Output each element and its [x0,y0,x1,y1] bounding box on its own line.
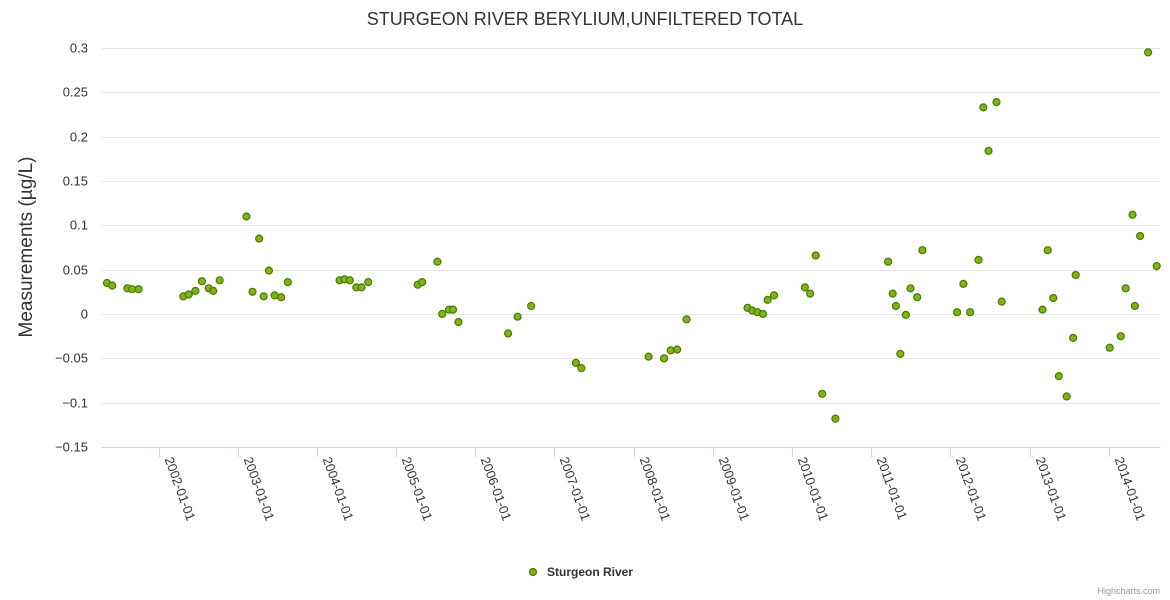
series-sturgeon-river[interactable] [102,48,1161,423]
data-point[interactable] [270,291,279,300]
data-point[interactable] [1068,333,1078,342]
data-point[interactable] [644,352,653,361]
y-tick-label: 0.3 [70,41,88,56]
data-point[interactable] [758,309,768,319]
data-point[interactable] [883,257,893,266]
data-point[interactable] [818,389,827,398]
data-point[interactable] [1152,262,1161,271]
data-point[interactable] [1105,343,1114,352]
data-point[interactable] [1135,231,1145,241]
legend-label[interactable]: Sturgeon River [547,565,633,579]
legend-marker[interactable] [528,567,538,577]
data-point[interactable] [673,345,682,354]
data-point[interactable] [959,279,968,288]
data-point[interactable] [209,286,218,295]
data-point[interactable] [357,283,366,292]
data-point[interactable] [896,349,905,358]
data-point[interactable] [242,212,251,221]
data-point[interactable] [952,308,962,317]
data-point[interactable] [1043,246,1052,255]
data-point[interactable] [805,289,815,298]
data-point[interactable] [666,346,675,355]
data-point[interactable] [248,287,257,296]
data-point[interactable] [891,301,901,311]
data-point[interactable] [984,146,993,155]
data-point[interactable] [134,285,143,294]
data-point[interactable] [277,293,286,302]
credits-link[interactable]: Highcharts.com [1097,586,1160,596]
data-point[interactable] [1049,293,1058,303]
data-point[interactable] [197,277,206,286]
data-point[interactable] [769,291,779,300]
data-point[interactable] [1054,372,1063,381]
data-point[interactable] [997,297,1006,306]
data-point[interactable] [255,234,264,243]
data-point[interactable] [264,266,273,275]
data-point[interactable] [571,358,581,367]
data-point[interactable] [1071,270,1080,280]
chart-title: STURGEON RIVER BERYLIUM,UNFILTERED TOTAL [367,9,803,29]
data-point[interactable] [283,278,292,287]
y-tick-label: 0.15 [63,174,88,189]
data-point[interactable] [184,290,193,299]
data-point[interactable] [992,97,1001,107]
data-point[interactable] [504,329,513,338]
data-point[interactable] [979,103,988,112]
data-point[interactable] [901,310,911,319]
data-point[interactable] [438,309,447,319]
data-point[interactable] [974,255,983,264]
y-tick-label: 0.25 [63,85,88,100]
data-point[interactable] [800,283,810,292]
data-point[interactable] [906,284,915,293]
y-tick-label: −0.15 [55,440,88,455]
data-point[interactable] [108,281,117,290]
data-point[interactable] [763,295,772,304]
data-point[interactable] [831,414,840,423]
y-tick-label: 0.1 [70,218,88,233]
y-tick-label: 0 [81,307,88,322]
data-point[interactable] [526,301,536,311]
data-point[interactable] [918,246,927,255]
data-point[interactable] [659,354,669,363]
data-point[interactable] [682,315,691,324]
data-point[interactable] [965,308,975,317]
data-point[interactable] [1116,332,1125,341]
data-point[interactable] [448,305,458,314]
data-point[interactable] [191,286,200,295]
y-axis-label: Measurements (µg/L) [16,157,37,338]
y-tick-label: −0.05 [55,351,88,366]
data-point[interactable] [454,317,463,327]
data-point[interactable] [1121,284,1130,293]
y-axis-ticks: 0.3 0.25 0.2 0.15 0.1 0.05 0 −0.05 −0.1 −0.15 [55,41,88,455]
data-point[interactable] [888,289,897,298]
legend[interactable]: Sturgeon River [528,565,634,579]
y-tick-label: 0.05 [63,263,88,278]
data-point[interactable] [1038,305,1047,314]
data-point[interactable] [433,257,442,266]
data-point[interactable] [418,278,427,287]
y-tick-label: 0.2 [70,130,88,145]
data-point[interactable] [259,292,268,301]
data-point[interactable] [1130,301,1140,311]
y-tick-label: −0.1 [62,396,88,411]
data-point[interactable] [345,276,354,285]
data-point[interactable] [364,278,373,287]
data-point[interactable] [577,364,586,373]
data-point[interactable] [513,312,522,321]
data-point[interactable] [913,293,922,302]
data-point[interactable] [1062,392,1071,401]
data-point[interactable] [1143,48,1153,57]
data-point[interactable] [1128,210,1137,219]
data-point[interactable] [215,276,224,285]
data-point[interactable] [811,251,820,260]
